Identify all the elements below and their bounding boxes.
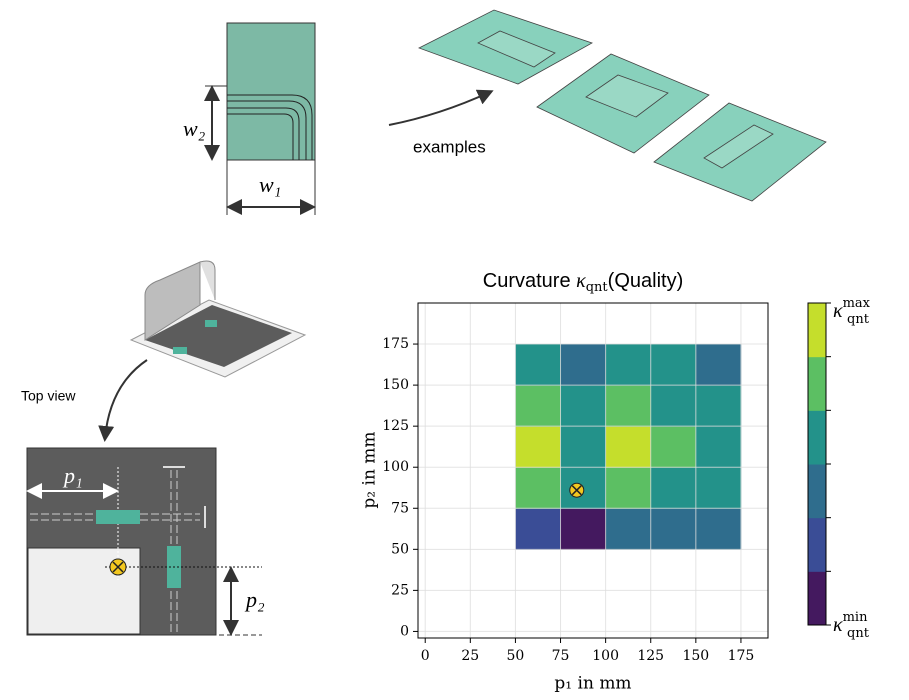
contour-cell [515, 467, 561, 509]
colorbar-band [808, 410, 826, 464]
colorbar-band [808, 571, 826, 625]
y-tick-label: 0 [400, 623, 409, 639]
contour-cell [696, 508, 742, 550]
contour-chart: Curvature κqnt(Quality) p₁ in mm p₂ in m… [360, 270, 871, 694]
w2-label: w₂ [183, 116, 206, 141]
contour-cell [696, 385, 742, 427]
contour-cell [651, 385, 697, 427]
contour-cell [651, 426, 697, 468]
examples-sketch: examples [389, 10, 826, 201]
contour-cell [515, 426, 561, 468]
contour-cell [606, 385, 652, 427]
colorbar-symbol: κ [833, 614, 843, 636]
examples-label: examples [413, 137, 486, 156]
y-axis-label: p₂ in mm [360, 431, 380, 508]
contour-cell [561, 508, 607, 550]
y-tick-label: 175 [382, 336, 409, 352]
colorbar-band [808, 464, 826, 518]
top-view-label: Top view [21, 388, 76, 404]
colorbar-symbol: κ [833, 300, 843, 322]
colorbar-sub: qnt [847, 626, 870, 641]
contour-cell [651, 467, 697, 509]
contour-cell [561, 385, 607, 427]
x-axis-label: p₁ in mm [554, 674, 631, 694]
contour-cell [606, 508, 652, 550]
p1-label: p₁ [62, 463, 83, 488]
colorbar-band [808, 357, 826, 411]
title-text: Curvature [483, 270, 571, 292]
contour-cell [606, 344, 652, 386]
colorbar-band [808, 518, 826, 572]
x-tick-label: 0 [421, 648, 430, 664]
x-tick-label: 125 [637, 648, 664, 664]
y-tick-label: 50 [391, 541, 409, 557]
w1-label: w₁ [259, 172, 281, 197]
x-tick-label: 100 [592, 648, 619, 664]
x-tick-label: 25 [461, 648, 479, 664]
x-tick-label: 150 [682, 648, 709, 664]
fixture-sketch: Top view p₁ p₂ [21, 261, 305, 635]
colorbar-sub: qnt [847, 312, 870, 327]
x-tick-label: 175 [728, 648, 755, 664]
contour-cell [561, 344, 607, 386]
contour-cell [606, 467, 652, 509]
colorbar-band [808, 303, 826, 357]
colorbar-sup: max [843, 296, 871, 311]
title-suffix: (Quality) [608, 270, 684, 292]
contour-cell [515, 508, 561, 550]
p2-label: p₂ [244, 587, 265, 612]
contour-cell [515, 385, 561, 427]
colorbar-sup: min [843, 610, 868, 625]
contour-cell [696, 426, 742, 468]
x-tick-label: 75 [552, 648, 570, 664]
contour-cell [515, 344, 561, 386]
title-sub: qnt [586, 280, 609, 295]
x-tick-label: 50 [507, 648, 525, 664]
y-tick-label: 150 [382, 377, 409, 393]
y-tick-label: 75 [391, 500, 409, 516]
title-symbol: κ [576, 270, 586, 292]
contour-cell [696, 467, 742, 509]
contour-cell [606, 426, 652, 468]
y-tick-label: 25 [391, 582, 409, 598]
part-sketch: w₂ w₁ [183, 23, 315, 215]
figure: w₂ w₁ examples Top view [0, 0, 909, 700]
y-tick-label: 125 [382, 418, 409, 434]
chart-title: Curvature κqnt(Quality) [483, 270, 683, 295]
contour-cell [561, 426, 607, 468]
y-tick-label: 100 [382, 459, 409, 475]
contour-cell [651, 344, 697, 386]
contour-cell [651, 508, 697, 550]
contour-cell [696, 344, 742, 386]
